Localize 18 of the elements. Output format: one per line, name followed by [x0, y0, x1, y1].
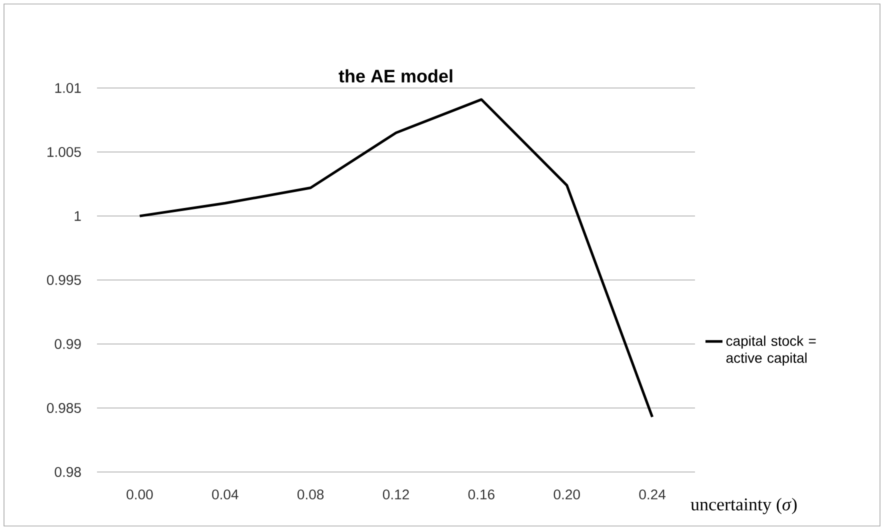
x-tick-label: 0.00	[126, 490, 153, 500]
chart-title: the AE model	[338, 69, 452, 82]
y-tick-label: 0.985	[46, 403, 81, 413]
line-series	[138, 98, 654, 418]
y-tick-label: 0.98	[54, 467, 81, 477]
x-axis-title: uncertainty (σ)	[690, 498, 797, 514]
x-tick-label: 0.04	[212, 490, 238, 500]
x-tick-label: 0.12	[382, 490, 409, 500]
y-tick-label: 0.995	[46, 275, 81, 285]
y-tick-label: 1.01	[55, 83, 81, 93]
x-tick-label: 0.20	[554, 490, 580, 500]
y-tick-label: 1.005	[48, 147, 81, 157]
y-tick-label: 1	[74, 211, 81, 221]
x-tick-label: 0.16	[468, 490, 494, 500]
x-tick-label: 0.24	[639, 490, 666, 500]
y-tick-label: 0.99	[54, 339, 81, 349]
legend-label: capital stock = active capital	[726, 336, 816, 366]
x-tick-label: 0.08	[297, 490, 324, 500]
